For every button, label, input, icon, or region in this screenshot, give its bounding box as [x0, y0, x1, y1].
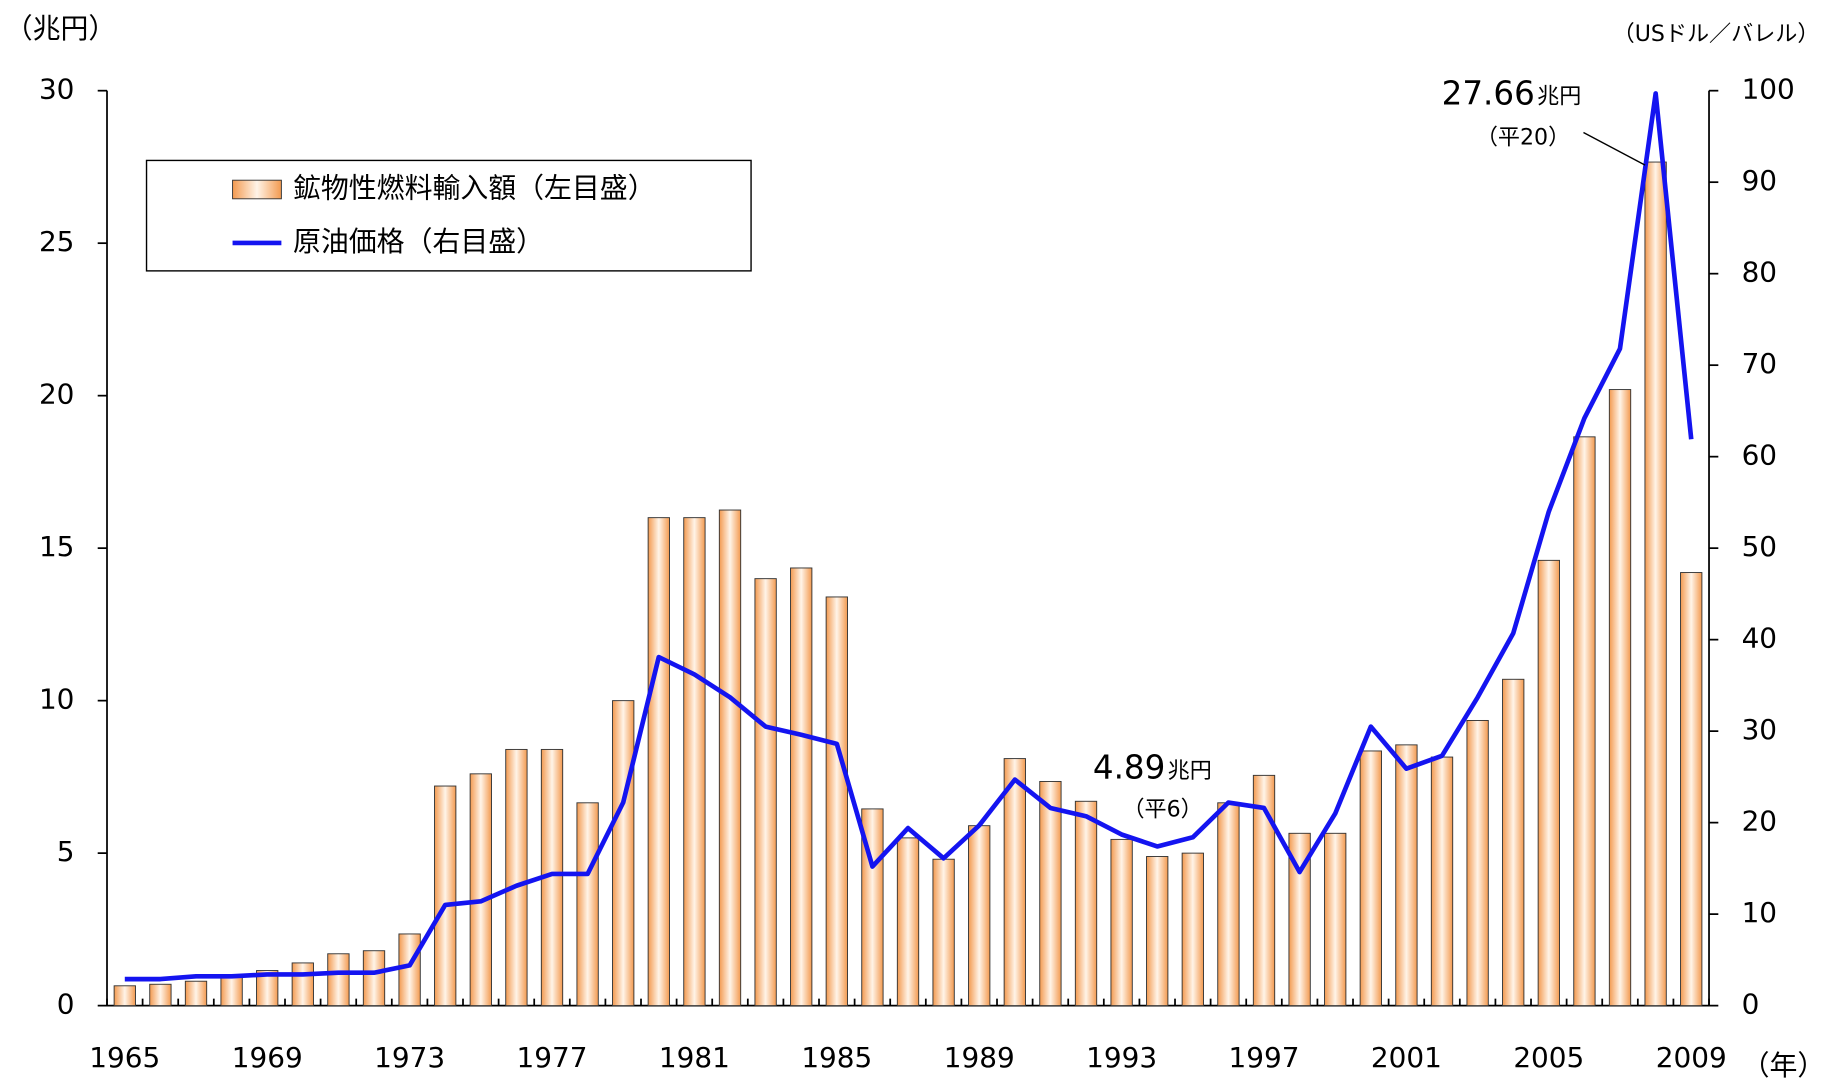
bar: [1466, 719, 1489, 1007]
legend-label: 原油価格（右目盛）: [293, 225, 544, 258]
bar: [1680, 572, 1703, 1007]
annotation-unit: 兆円: [1537, 85, 1581, 110]
bar: [184, 980, 208, 1007]
legend-label: 鉱物性燃料輸入額（左目盛）: [293, 171, 656, 204]
y2-tick-label: 50: [1742, 530, 1778, 563]
annotation-note: （平6）: [1122, 797, 1202, 822]
x-tick-label: 1977: [517, 1041, 588, 1074]
x-tick-label: 1973: [374, 1041, 445, 1074]
bar: [754, 578, 777, 1007]
bar: [291, 962, 314, 1007]
bar: [1217, 802, 1240, 1007]
y2-tick-label: 20: [1742, 805, 1778, 838]
bar: [1003, 758, 1026, 1007]
x-tick-label: 1997: [1229, 1041, 1300, 1074]
x-axis-label: （年）: [1742, 1049, 1823, 1082]
y2-tick-label: 90: [1742, 164, 1778, 197]
bar: [1395, 744, 1418, 1007]
annotation-note: （平20）: [1476, 125, 1570, 150]
y-tick-label: 5: [57, 835, 75, 868]
y-tick-label: 15: [39, 530, 75, 563]
bar: [1288, 832, 1311, 1007]
x-tick-label: 1981: [659, 1041, 730, 1074]
line: [124, 91, 1694, 982]
bar: [469, 773, 492, 1007]
bar: [576, 802, 599, 1007]
bar: [505, 748, 528, 1007]
y-tick-label: 25: [39, 225, 75, 258]
x-tick-label: 1969: [232, 1041, 303, 1074]
bar: [149, 983, 172, 1007]
bar: [1573, 436, 1596, 1007]
bar: [398, 933, 421, 1007]
bar: [932, 858, 955, 1007]
bar: [896, 837, 920, 1007]
y2-tick-label: 0: [1742, 988, 1760, 1021]
y2-tick-label: 80: [1742, 256, 1778, 289]
x-tick-label: 2009: [1656, 1041, 1727, 1074]
bar: [718, 509, 742, 1007]
y-tick-label: 20: [39, 378, 75, 411]
bar: [647, 517, 670, 1007]
y2-tick-label: 100: [1742, 73, 1795, 106]
bar: [1502, 678, 1525, 1007]
bar: [1074, 800, 1098, 1007]
bar: [1537, 559, 1560, 1007]
annotation-value: 27.66: [1442, 74, 1535, 112]
bar: [1359, 750, 1382, 1007]
bar: [1181, 852, 1204, 1007]
bar: [825, 596, 848, 1007]
bar: [1146, 856, 1169, 1007]
x-tick-label: 1985: [801, 1041, 872, 1074]
y2-tick-label: 70: [1742, 347, 1778, 380]
x-tick-label: 2001: [1371, 1041, 1442, 1074]
annotation-value: 4.89: [1093, 749, 1165, 787]
x-tick-label: 1989: [944, 1041, 1015, 1074]
bar: [1644, 161, 1667, 1007]
bar: [612, 700, 635, 1007]
bar: [113, 985, 136, 1007]
bar: [1430, 756, 1454, 1007]
annotation-unit: 兆円: [1168, 759, 1212, 784]
bar: [220, 976, 243, 1007]
x-tick-label: 2005: [1513, 1041, 1584, 1074]
bar: [434, 785, 457, 1007]
y-tick-label: 30: [39, 73, 75, 106]
legend-box: [145, 159, 752, 272]
annotation-leader: [1583, 131, 1646, 166]
bar: [1110, 838, 1133, 1007]
bar: [256, 970, 279, 1007]
y-tick-label: 10: [39, 683, 75, 716]
bar: [1608, 389, 1632, 1007]
bar: [1324, 832, 1347, 1007]
bar: [1252, 774, 1276, 1007]
bar: [683, 517, 706, 1007]
bar: [362, 950, 386, 1007]
bar: [968, 825, 991, 1007]
bar: [327, 953, 350, 1007]
legend-swatch: [232, 179, 282, 200]
y2-tick-label: 60: [1742, 439, 1778, 472]
y-axis-label: （兆円）: [5, 12, 117, 45]
x-tick-label: 1965: [89, 1041, 160, 1074]
y2-tick-label: 40: [1742, 622, 1778, 655]
y2-tick-label: 30: [1742, 713, 1778, 746]
y-tick-label: 0: [57, 988, 75, 1021]
bar: [790, 567, 813, 1007]
bar: [1039, 780, 1062, 1007]
y2-tick-label: 10: [1742, 896, 1778, 929]
x-tick-label: 1993: [1086, 1041, 1157, 1074]
y2-axis-label: （USドル／バレル）: [1613, 22, 1820, 47]
